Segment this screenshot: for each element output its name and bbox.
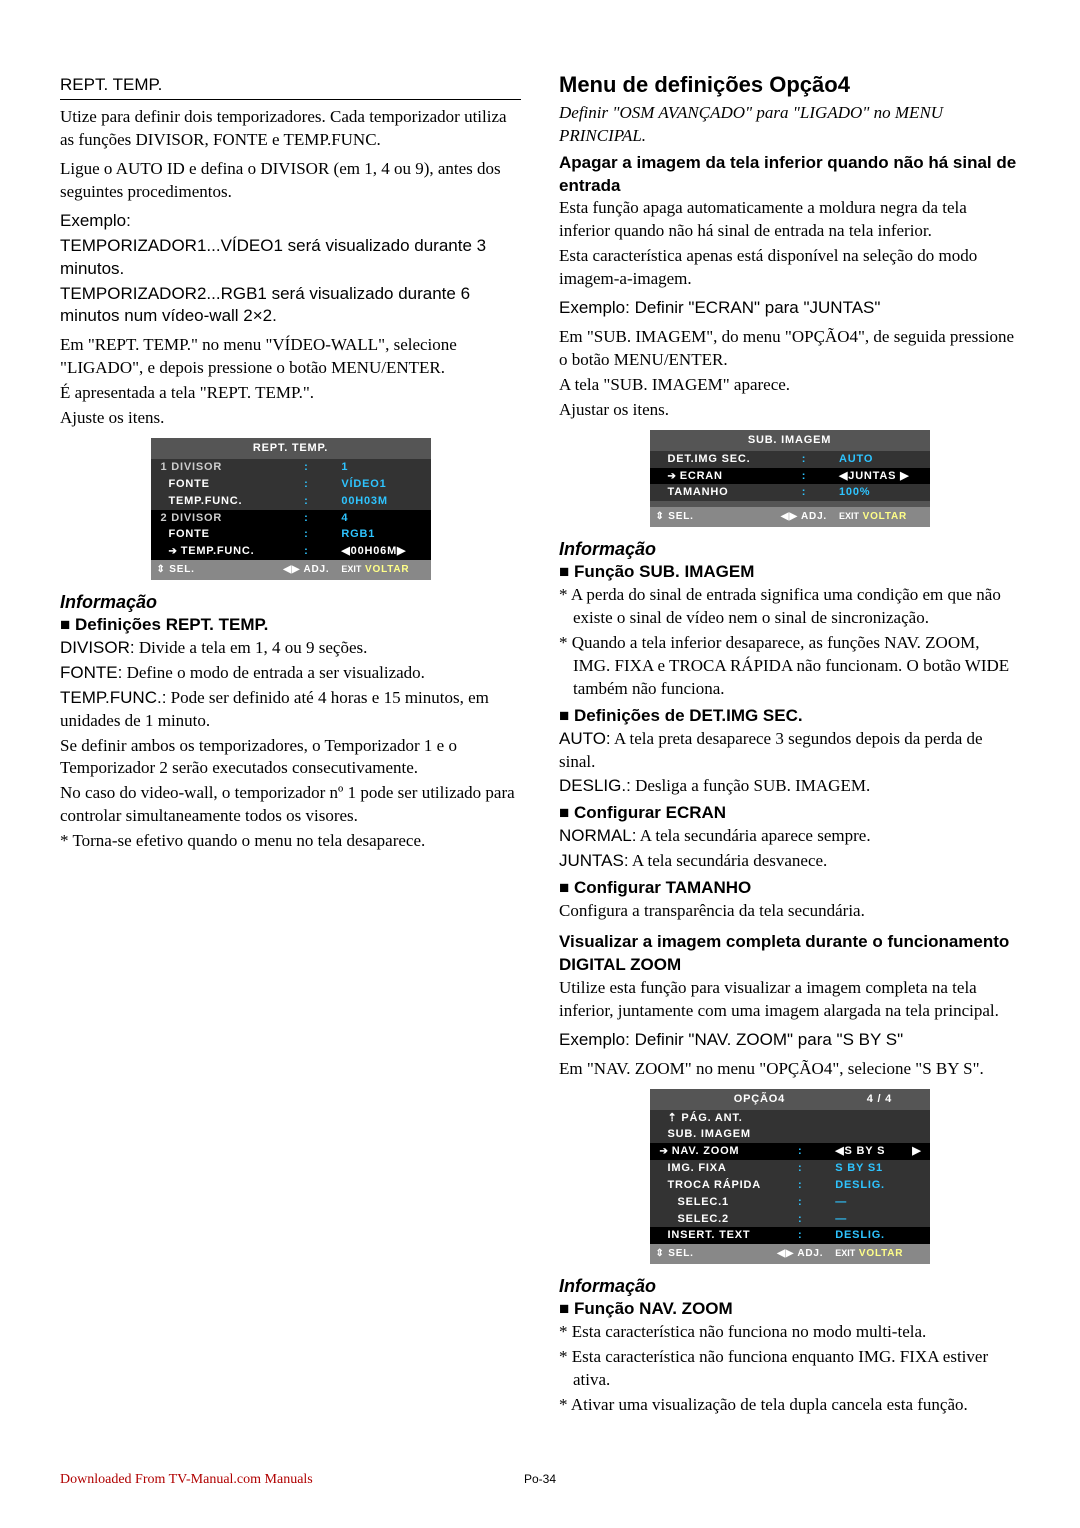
osd-row-label: FONTE [151, 526, 278, 543]
osd-row-label: TEMP.FUNC. [151, 543, 278, 560]
info-heading: Informação [559, 1274, 1020, 1298]
config-heading: Configurar ECRAN [559, 802, 1020, 825]
body-text: Esta característica apenas está disponív… [559, 245, 1020, 291]
subsection-heading: Apagar a imagem da tela inferior quando … [559, 152, 1020, 198]
body-text: É apresentada a tela "REPT. TEMP.". [60, 382, 521, 405]
body-text: Em "SUB. IMAGEM", do menu "OPÇÃO4", de s… [559, 326, 1020, 372]
note-text: * Torna-se efetivo quando o menu no tela… [60, 830, 521, 853]
body-text: Esta função apaga automaticamente a mold… [559, 197, 1020, 243]
body-text: Utilize esta função para visualizar a im… [559, 977, 1020, 1023]
osd-row-label: DET.IMG SEC. [650, 451, 775, 468]
body-text: Ajuste os itens. [60, 407, 521, 430]
definition-line: DESLIG.: Desliga a função SUB. IMAGEM. [559, 775, 1020, 798]
bullet-text: * Esta característica não funciona no mo… [559, 1321, 1020, 1344]
subsection-heading: Visualizar a imagem completa durante o f… [559, 931, 1020, 977]
body-text: Configura a transparência da tela secund… [559, 900, 1020, 923]
bullet-text: * Ativar uma visualização de tela dupla … [559, 1394, 1020, 1417]
definition-line: TEMP.FUNC.: Pode ser definido até 4 hora… [60, 687, 521, 733]
osd-page-indicator: 4 / 4 [829, 1089, 929, 1110]
osd-title: REPT. TEMP. [151, 438, 431, 459]
right-column: Menu de definições Opção4 Definir "OSM A… [559, 70, 1020, 1419]
osd-footer-sel: ⇕ SEL. [151, 560, 278, 580]
osd-sub-imagem: SUB. IMAGEM DET.IMG SEC.:AUTO ECRAN:◀JUN… [559, 430, 1020, 527]
osd-title: OPÇÃO4 [650, 1089, 830, 1110]
example-body: TEMPORIZADOR2...RGB1 será visualizado du… [60, 283, 521, 329]
body-text: Em "NAV. ZOOM" no menu "OPÇÃO4", selecio… [559, 1058, 1020, 1081]
download-source: Downloaded From TV-Manual.com Manuals [60, 1472, 313, 1487]
config-heading: Configurar TAMANHO [559, 877, 1020, 900]
osd-footer-exit: EXIT VOLTAR [335, 560, 430, 580]
body-text: Em "REPT. TEMP." no menu "VÍDEO-WALL", s… [60, 334, 521, 380]
body-text: A tela "SUB. IMAGEM" aparece. [559, 374, 1020, 397]
example-text: Exemplo: Definir "ECRAN" para "JUNTAS" [559, 297, 1020, 320]
info-heading: Informação [60, 590, 521, 614]
osd-footer-adj: ◀▶ ADJ. [277, 560, 335, 580]
body-text: Utize para definir dois temporizadores. … [60, 106, 521, 152]
page-footer: Downloaded From TV-Manual.com Manuals Po… [60, 1471, 1020, 1490]
func-heading: Função SUB. IMAGEM [559, 561, 1020, 584]
definition-line: NORMAL: A tela secundária aparece sempre… [559, 825, 1020, 848]
definition-line: AUTO: A tela preta desaparece 3 segundos… [559, 728, 1020, 774]
menu-title: Menu de definições Opção4 [559, 70, 1020, 100]
osd-row-label: ECRAN [650, 468, 775, 485]
osd-rept-temp: REPT. TEMP. 1 DIVISOR:1 FONTE:VÍDEO1 TEM… [60, 438, 521, 579]
osd-row-label: 2 DIVISOR [151, 510, 278, 527]
example-text: Exemplo: Definir "NAV. ZOOM" para "S BY … [559, 1029, 1020, 1052]
osd-title: SUB. IMAGEM [650, 430, 930, 451]
osd-row-label: FONTE [151, 476, 278, 493]
definitions-heading: Definições REPT. TEMP. [60, 614, 521, 637]
example-label: Exemplo: [60, 210, 521, 233]
func-heading: Função NAV. ZOOM [559, 1298, 1020, 1321]
example-body: TEMPORIZADOR1...VÍDEO1 será visualizado … [60, 235, 521, 281]
def-heading: Definições de DET.IMG SEC. [559, 705, 1020, 728]
osd-row-label: TEMP.FUNC. [151, 493, 278, 510]
body-text: No caso do video-wall, o temporizador nº… [60, 782, 521, 828]
definition-line: DIVISOR: Divide a tela em 1, 4 ou 9 seçõ… [60, 637, 521, 660]
info-heading: Informação [559, 537, 1020, 561]
body-text: Ajustar os itens. [559, 399, 1020, 422]
rept-temp-heading: REPT. TEMP. [60, 74, 521, 100]
page-number: Po-34 [524, 1471, 556, 1487]
body-text: Ligue o AUTO ID e defina o DIVISOR (em 1… [60, 158, 521, 204]
definition-line: JUNTAS: A tela secundária desvanece. [559, 850, 1020, 873]
definition-line: FONTE: Define o modo de entrada a ser vi… [60, 662, 521, 685]
bullet-text: * A perda do sinal de entrada significa … [559, 584, 1020, 630]
bullet-text: * Esta característica não funciona enqua… [559, 1346, 1020, 1392]
osd-row-label: 1 DIVISOR [151, 459, 278, 476]
left-column: REPT. TEMP. Utize para definir dois temp… [60, 70, 521, 1419]
subtitle: Definir "OSM AVANÇADO" para "LIGADO" no … [559, 102, 1020, 148]
bullet-text: * Quando a tela inferior desaparece, as … [559, 632, 1020, 701]
osd-row-label: TAMANHO [650, 484, 775, 501]
osd-opcao4: OPÇÃO44 / 4 ⇡ PÁG. ANT. SUB. IMAGEM NAV.… [559, 1089, 1020, 1264]
body-text: Se definir ambos os temporizadores, o Te… [60, 735, 521, 781]
